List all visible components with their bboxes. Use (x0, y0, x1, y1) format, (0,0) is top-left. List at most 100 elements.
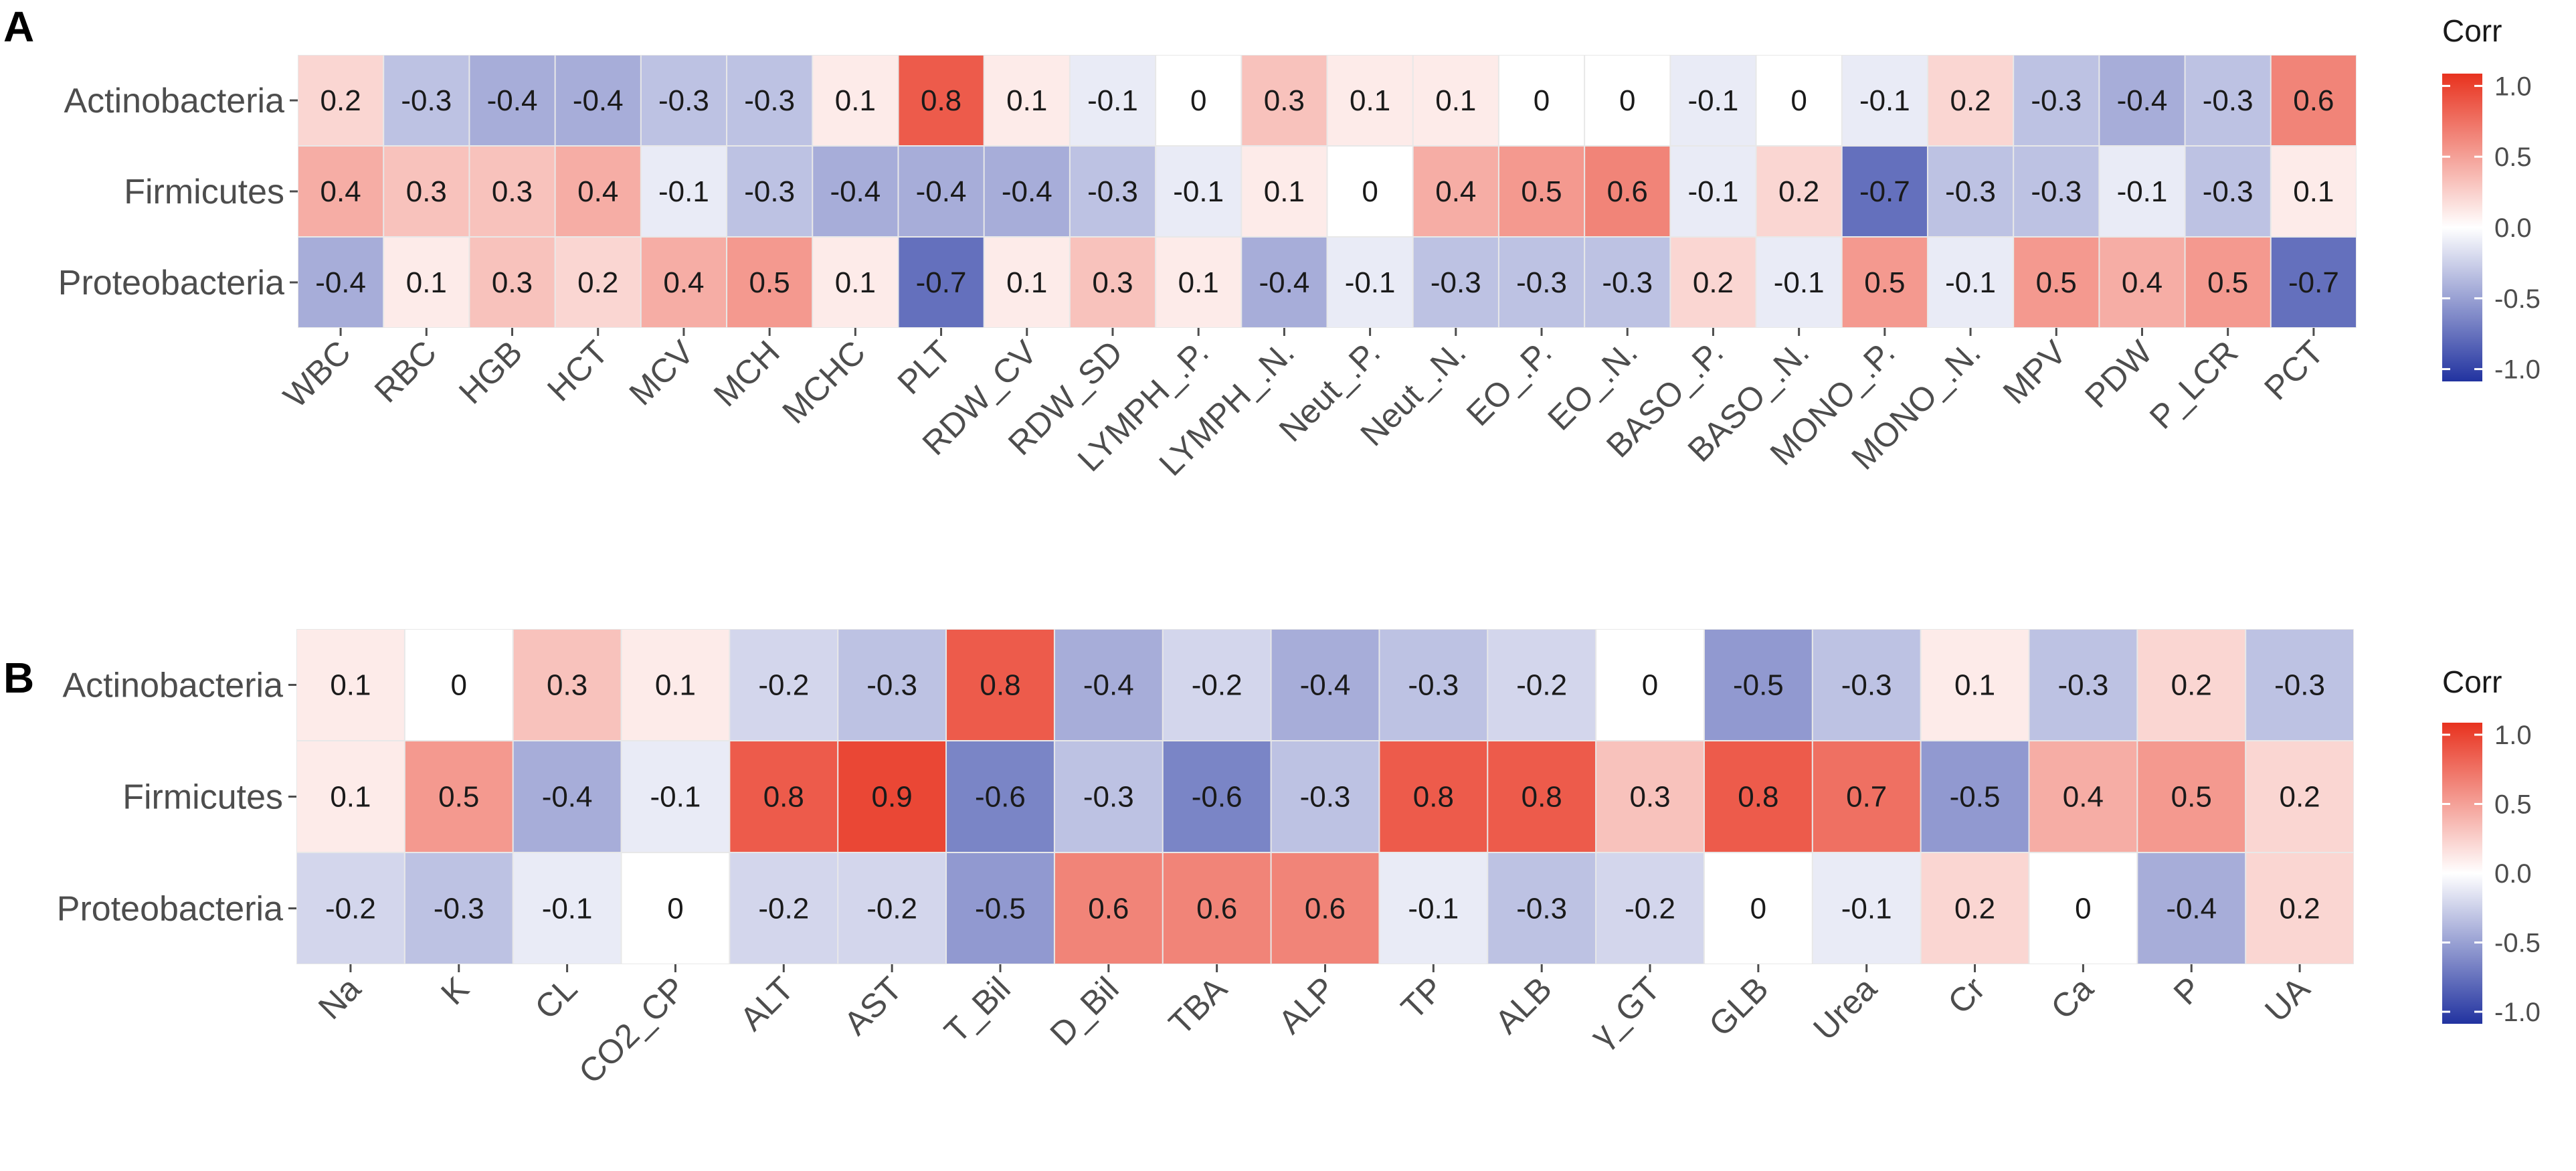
cell-value-label: -0.4 (916, 175, 967, 208)
cell-value-label: 0.1 (1178, 266, 1219, 299)
cell-value-label: -0.5 (1950, 781, 2001, 814)
cell-value-label: 0.3 (492, 266, 533, 299)
heatmap-cell (297, 630, 404, 740)
legend-tick-label: -1.0 (2494, 998, 2541, 1027)
cell-value-label: 0.5 (438, 781, 479, 814)
heatmap-cell (555, 147, 640, 236)
cell-value-label: 0 (1190, 84, 1206, 117)
heatmap-cell (2100, 238, 2185, 327)
cell-value-label: -0.4 (542, 781, 593, 814)
heatmap-cell (405, 630, 513, 740)
heatmap-cell (1842, 238, 1927, 327)
heatmap-cell (1163, 853, 1271, 964)
heatmap-cell (1585, 147, 1670, 236)
heatmap-cell (1070, 147, 1156, 236)
legend-tick-label: 1.0 (2494, 72, 2532, 101)
heatmap-cell (2014, 147, 2099, 236)
cell-value-label: -0.1 (1688, 84, 1739, 117)
heatmap-cell (730, 741, 838, 852)
cell-value-label: 0 (1534, 84, 1550, 117)
cell-value-label: -0.3 (1083, 781, 1134, 814)
cell-value-label: -0.1 (2117, 175, 2168, 208)
cell-value-label: -0.3 (866, 669, 917, 702)
heatmap-cell (1704, 853, 1812, 964)
cell-value-label: 0.2 (1950, 84, 1991, 117)
cell-value-label: -0.3 (2031, 175, 2082, 208)
heatmap-cell (1156, 238, 1241, 327)
cell-value-label: 0.5 (2171, 781, 2212, 814)
row-label: Actinobacteria (64, 82, 284, 120)
cell-value-label: 0.4 (663, 266, 704, 299)
heatmap-cell (2246, 853, 2353, 964)
cell-value-label: 0 (667, 893, 683, 925)
cell-value-label: 0.1 (1006, 266, 1047, 299)
cell-value-label: 0.2 (1693, 266, 1734, 299)
cell-value-label: -0.3 (2057, 669, 2108, 702)
cell-value-label: 0.1 (1006, 84, 1047, 117)
heatmap-cell (1585, 238, 1670, 327)
cell-value-label: -0.4 (1002, 175, 1052, 208)
panel-a-heatmap: A 0.2 -0.3 -0.4 -0.4 -0.3 -0.3 0.1 0.8 0.1 -0.1 0 0.… (3, 3, 2541, 483)
heatmap-cell (1813, 741, 1920, 852)
cell-value-label: -0.4 (487, 84, 538, 117)
cell-value-label: -0.3 (1087, 175, 1138, 208)
heatmap-cell (2138, 741, 2245, 852)
cell-value-label: -0.1 (1859, 84, 1910, 117)
cell-value-label: 0.4 (577, 175, 618, 208)
cell-value-label: -0.3 (1431, 266, 1481, 299)
cell-value-label: 0.4 (2122, 266, 2163, 299)
cell-value-label: 0.1 (330, 669, 371, 702)
cell-value-label: -0.1 (1173, 175, 1224, 208)
heatmap-cell (2138, 853, 2245, 964)
heatmap-cell (1156, 56, 1241, 145)
heatmap-cell (1488, 853, 1596, 964)
legend-title: Corr (2442, 664, 2502, 699)
heatmap-cell (2014, 56, 2099, 145)
row-label: Proteobacteria (57, 890, 283, 929)
heatmap-cell (641, 147, 727, 236)
heatmap-cell (899, 56, 984, 145)
cell-value-label: 0.6 (1607, 175, 1648, 208)
heatmap-cell (2029, 741, 2137, 852)
legend-tick-label: -0.5 (2494, 929, 2541, 958)
heatmap-cell (1928, 56, 2013, 145)
heatmap-cell (470, 56, 555, 145)
cell-value-label: -0.3 (2274, 669, 2325, 702)
cell-value-label: 0.1 (835, 84, 876, 117)
cell-value-label: 0.8 (1738, 781, 1778, 814)
cell-value-label: -0.2 (758, 893, 809, 925)
heatmap-cell (1413, 238, 1498, 327)
cell-value-label: 0 (1790, 84, 1807, 117)
heatmap-cell (1756, 56, 1841, 145)
cell-value-label: -0.1 (1841, 893, 1892, 925)
heatmap-cell (838, 741, 946, 852)
heatmap-cell (1842, 147, 1927, 236)
heatmap-cell (730, 630, 838, 740)
heatmap-cell (2029, 853, 2137, 964)
cell-value-label: 0.8 (980, 669, 1020, 702)
heatmap-cell (2029, 630, 2137, 740)
cell-value-label: 0 (1642, 669, 1658, 702)
heatmap-cell (2185, 56, 2270, 145)
heatmap-cell (1704, 630, 1812, 740)
heatmap-cell (947, 853, 1054, 964)
heatmap-cell (384, 238, 469, 327)
cell-value-label: 0.4 (2063, 781, 2104, 814)
heatmap-cell (1921, 853, 2029, 964)
cell-value-label: -0.7 (2288, 266, 2339, 299)
heatmap-cell (899, 147, 984, 236)
cell-value-label: 0.3 (406, 175, 447, 208)
heatmap-cell (405, 741, 513, 852)
heatmap-cell (641, 56, 727, 145)
heatmap-cell (1756, 147, 1841, 236)
heatmap-cell (838, 853, 946, 964)
heatmap-cell (1671, 238, 1756, 327)
cell-value-label: 0.6 (1305, 893, 1346, 925)
heatmap-cell (1671, 147, 1756, 236)
cell-value-label: -0.1 (1688, 175, 1739, 208)
cell-value-label: -0.2 (758, 669, 809, 702)
heatmap-cell (727, 238, 812, 327)
cell-value-label: 0.2 (2279, 893, 2320, 925)
heatmap-cell (727, 56, 812, 145)
row-label: Firmicutes (124, 173, 284, 211)
